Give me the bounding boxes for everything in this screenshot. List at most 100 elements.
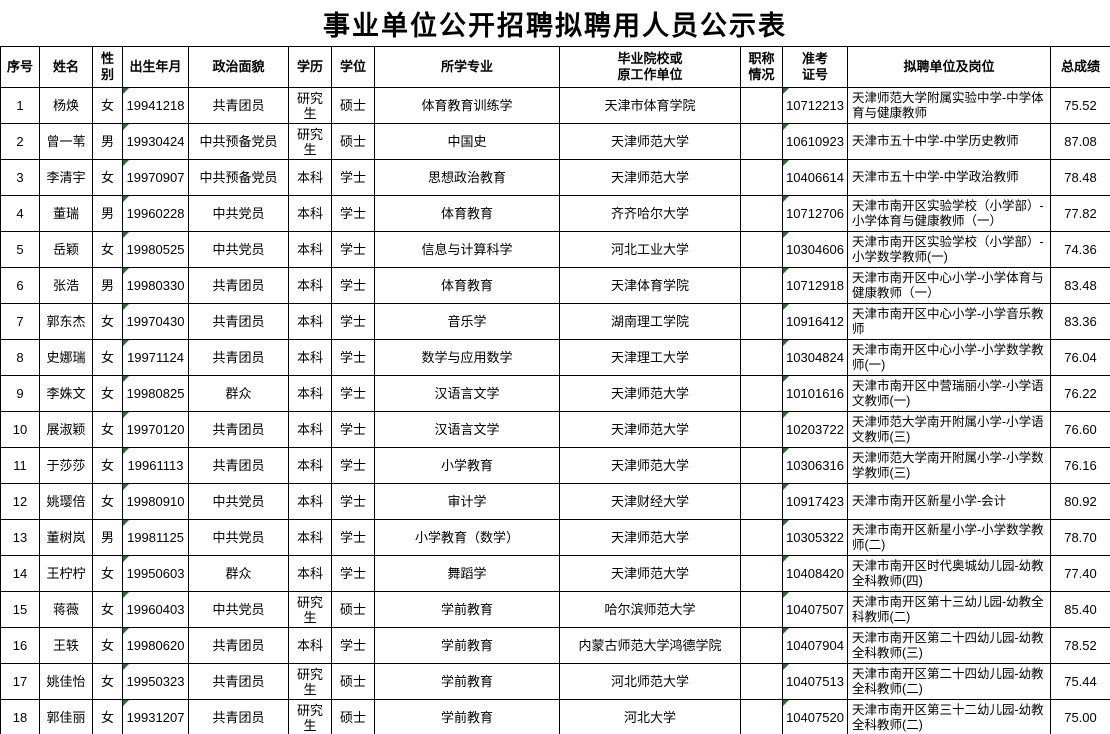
cell-text: 78.52 [1064, 638, 1097, 653]
cell-text: 天津市南开区时代奥城幼儿园-幼教全科教师(四) [852, 558, 1044, 588]
cell-education: 本科 [288, 375, 332, 412]
cell-score: 76.16 [1050, 447, 1110, 484]
cell-text: 思想政治教育 [427, 170, 506, 185]
cell-text: 本科 [296, 350, 323, 365]
cell-text: 10712918 [786, 278, 844, 293]
cell-school: 天津师范大学 [559, 159, 741, 196]
excel-flag-triangle-icon [783, 484, 789, 490]
table-row: 1 杨焕 女 19941218 共青团员 研究生 硕士 体育教育训练学 天津市体育学院 10712… [0, 87, 1110, 124]
excel-flag-triangle-icon [123, 340, 129, 346]
table-row: 11 于莎莎女 19961113 共青团员 本科 学士 小学教育 天津师范大学 10306316… [0, 447, 1110, 484]
cell-gender: 女 [92, 555, 123, 592]
cell-text: 姚佳怡 [46, 674, 86, 689]
cell-text: 天津市南开区中心小学-小学数学教师(一) [852, 342, 1044, 372]
cell-text: 硕士 [339, 602, 366, 617]
cell-text: 共青团员 [212, 278, 265, 293]
cell-text: 王轶 [52, 638, 79, 653]
cell-text: 学士 [339, 206, 366, 221]
cell-degree: 硕士 [331, 87, 375, 124]
cell-text: 19950323 [126, 674, 185, 689]
cell-school: 天津师范大学 [559, 375, 741, 412]
cell-gender: 女 [92, 591, 123, 628]
cell-degree: 学士 [331, 555, 375, 592]
excel-flag-triangle-icon [783, 196, 789, 202]
excel-flag-triangle-icon [783, 700, 789, 706]
excel-flag-triangle-icon [783, 556, 789, 562]
cell-no: 6 [0, 267, 40, 304]
cell-text: 女 [100, 98, 114, 113]
cell-score: 74.36 [1050, 231, 1110, 268]
cell-text: 董树岚 [46, 530, 86, 545]
cell-gender: 女 [92, 339, 123, 376]
cell-text: 77.40 [1064, 566, 1097, 581]
cell-text: 天津师范大学 [610, 386, 689, 401]
cell-text: 共青团员 [212, 422, 265, 437]
table-row: 12 姚璎倍女 19980910 中共党员 本科 学士 审计学 天津财经大学 10917423 天… [0, 483, 1110, 520]
cell-education: 本科 [288, 267, 332, 304]
cell-major: 体育教育 [374, 195, 560, 232]
cell-birth: 19970120 [122, 411, 189, 448]
cell-gender: 女 [92, 159, 123, 196]
cell-exam-no: 10306316 [782, 447, 848, 484]
cell-exam-no: 10408420 [782, 555, 848, 592]
cell-text: 本科 [296, 386, 323, 401]
cell-education: 本科 [288, 195, 332, 232]
cell-text: 本科 [296, 170, 323, 185]
cell-no: 13 [0, 519, 40, 556]
cell-school: 河北大学 [559, 699, 741, 734]
cell-score: 83.36 [1050, 303, 1110, 340]
cell-birth: 19980525 [122, 231, 189, 268]
cell-text: 女 [100, 314, 114, 329]
cell-school: 天津师范大学 [559, 123, 741, 160]
cell-text: 共青团员 [212, 638, 265, 653]
cell-text: 展淑颖 [46, 422, 86, 437]
cell-political: 共青团员 [188, 267, 289, 304]
cell-exam-no: 10712706 [782, 195, 848, 232]
cell-text: 硕士 [339, 134, 366, 149]
cell-text: 姚璎倍 [46, 494, 86, 509]
cell-birth: 19980620 [122, 627, 189, 664]
cell-position: 天津市南开区实验学校（小学部）-小学数学教师(一) [847, 231, 1051, 268]
cell-text: 17 [12, 674, 28, 689]
table-row: 15 蒋薇 女 19960403 中共党员 研究生 硕士 学前教育 哈尔滨师范大学 1040750… [0, 591, 1110, 628]
cell-text: 10 [12, 422, 28, 437]
cell-major: 汉语言文学 [374, 375, 560, 412]
cell-text: 本科 [296, 530, 323, 545]
excel-flag-triangle-icon [123, 664, 129, 670]
cell-name: 李姝文 [39, 375, 93, 412]
cell-text: 天津市南开区实验学校（小学部）-小学数学教师(一) [852, 234, 1044, 264]
cell-degree: 学士 [331, 519, 375, 556]
excel-flag-triangle-icon [123, 88, 129, 94]
cell-name: 董瑞 [39, 195, 93, 232]
cell-title-status [740, 159, 783, 196]
cell-political: 群众 [188, 375, 289, 412]
cell-text: 10407507 [786, 602, 844, 617]
cell-education: 研究生 [288, 123, 332, 160]
cell-text: 共青团员 [212, 350, 265, 365]
cell-education: 研究生 [288, 663, 332, 700]
cell-position: 天津师范大学南开附属小学-小学语文教师(三) [847, 411, 1051, 448]
header-title-status: 职称 情况 [740, 46, 783, 88]
cell-text: 学士 [339, 494, 366, 509]
cell-text: 19931207 [126, 710, 185, 725]
cell-text: 13 [12, 530, 28, 545]
cell-text: 本科 [296, 206, 323, 221]
cell-gender: 男 [92, 123, 123, 160]
cell-birth: 19980825 [122, 375, 189, 412]
table-row: 2 曾一苇男 19930424 中共预备党员 研究生 硕士 中国史 天津师范大学 1061092… [0, 123, 1110, 160]
cell-exam-no: 10304606 [782, 231, 848, 268]
table-row: 4 董瑞 男 19960228 中共党员 本科 学士 体育教育 齐齐哈尔大学 10712706 天津… [0, 195, 1110, 232]
cell-text: 天津师范大学南开附属小学-小学数学教师(三) [852, 450, 1044, 480]
cell-text: 岳颖 [52, 242, 79, 257]
excel-flag-triangle-icon [123, 376, 129, 382]
cell-text: 于莎莎 [46, 458, 86, 473]
cell-birth: 19971124 [122, 339, 189, 376]
cell-political: 共青团员 [188, 303, 289, 340]
cell-score: 76.60 [1050, 411, 1110, 448]
cell-text: 研究生 [296, 594, 323, 625]
cell-text: 中共党员 [212, 530, 265, 545]
cell-education: 本科 [288, 555, 332, 592]
cell-text: 76.22 [1064, 386, 1097, 401]
cell-title-status [740, 483, 783, 520]
cell-text: 中共党员 [212, 494, 265, 509]
